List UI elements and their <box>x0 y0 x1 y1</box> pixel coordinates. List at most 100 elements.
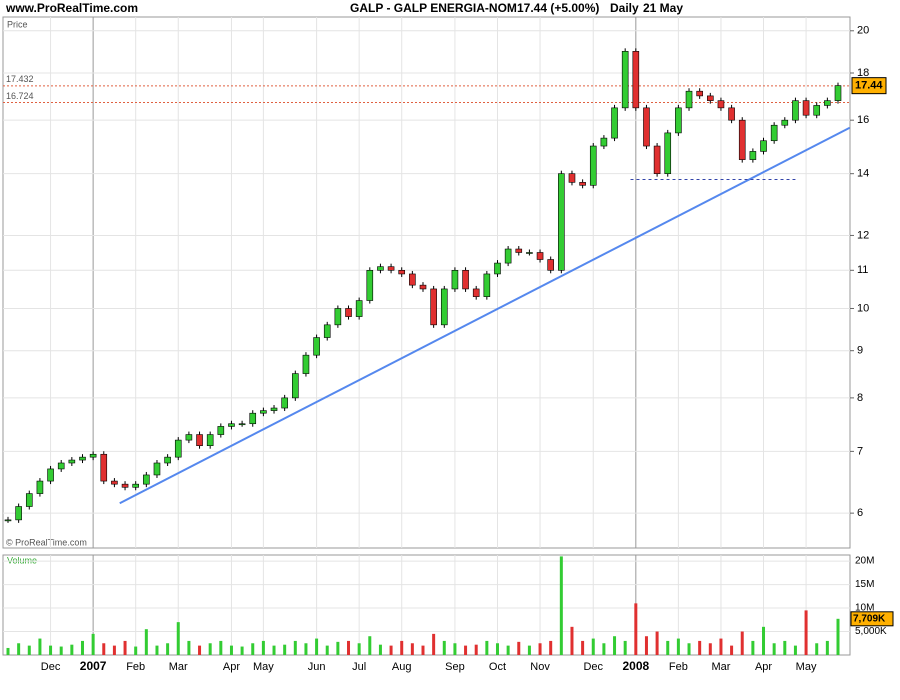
candle <box>611 107 618 139</box>
candle <box>387 266 395 271</box>
candle <box>4 519 12 522</box>
volume-bar <box>559 556 563 655</box>
candle <box>824 100 831 106</box>
volume-bar <box>655 631 659 655</box>
volume-bar <box>80 640 84 655</box>
volume-bar <box>229 645 233 655</box>
y-tick-label: 10 <box>857 302 869 314</box>
volume-bar <box>815 643 819 655</box>
volume-bar <box>591 638 595 655</box>
volume-bar <box>634 603 638 655</box>
candle <box>813 105 821 116</box>
volume-label: Volume <box>7 555 37 565</box>
candle <box>196 434 203 446</box>
x-tick-label: Feb <box>126 661 145 673</box>
volume-bar <box>389 645 393 655</box>
volume-bar <box>134 646 138 655</box>
x-tick-label: Apr <box>755 661 772 673</box>
candle <box>398 269 406 275</box>
candle <box>419 284 427 290</box>
volume-bar <box>676 638 680 655</box>
value-label-box <box>850 611 894 627</box>
candle <box>355 300 363 317</box>
candle <box>132 483 139 488</box>
volume-bar <box>570 626 574 655</box>
candle <box>685 90 693 109</box>
y-tick-label: 14 <box>857 168 869 180</box>
candle <box>164 456 171 464</box>
x-tick-label: Jun <box>308 661 326 673</box>
volume-bar <box>432 633 436 655</box>
chart-subtitle: 17.44 (+5.00%) <box>517 1 599 15</box>
candle <box>536 252 544 260</box>
volume-bar <box>166 643 170 655</box>
site-link[interactable]: www.ProRealTime.com <box>5 1 138 15</box>
trend-line <box>119 126 851 505</box>
volume-bar <box>836 618 840 655</box>
candle <box>472 288 480 297</box>
candle <box>334 308 342 326</box>
volume-bar <box>687 643 691 655</box>
volume-bar <box>325 645 329 655</box>
x-tick-label: Dec <box>583 661 603 673</box>
volume-bar <box>613 636 617 655</box>
candle <box>462 269 469 290</box>
volume-bar <box>123 640 127 655</box>
candle <box>589 145 597 186</box>
candle <box>366 269 374 301</box>
candle <box>483 273 491 297</box>
y-tick-label: 6 <box>857 507 863 519</box>
candle <box>313 337 320 356</box>
candle <box>430 288 437 326</box>
candle <box>249 412 257 425</box>
volume-bar <box>144 629 148 655</box>
price-panel <box>2 16 851 549</box>
volume-bar <box>825 640 829 655</box>
candle <box>834 85 842 101</box>
volume-bar <box>49 645 53 655</box>
volume-bar <box>261 640 265 655</box>
candle <box>100 453 108 482</box>
candle <box>738 119 746 160</box>
volume-bar <box>347 640 351 655</box>
volume-bar <box>538 643 542 655</box>
volume-bar <box>581 640 585 655</box>
candle <box>281 397 288 409</box>
candle <box>579 182 586 186</box>
volume-bar <box>730 645 734 655</box>
y-tick-label: 10M <box>855 603 874 614</box>
candle <box>781 119 789 126</box>
volume-bar <box>368 636 372 655</box>
candle <box>377 266 384 271</box>
volume-bar <box>442 640 446 655</box>
volume-bar <box>357 643 361 655</box>
y-tick-label: 7 <box>857 445 863 457</box>
candle <box>36 480 44 494</box>
candle <box>717 100 725 109</box>
value-label: 7,709K <box>853 613 886 624</box>
volume-bar <box>240 646 244 655</box>
candle <box>526 252 533 254</box>
candle <box>25 493 33 507</box>
candle <box>121 483 129 488</box>
period: Daily <box>610 1 639 15</box>
x-tick-label: Feb <box>669 661 688 673</box>
candle <box>504 248 512 264</box>
candle <box>143 474 150 485</box>
volume-bar <box>400 640 404 655</box>
volume-bar <box>772 643 776 655</box>
watermark: © ProRealTime.com <box>6 537 87 547</box>
candle <box>292 373 299 399</box>
candle <box>728 107 735 121</box>
volume-bar <box>783 640 787 655</box>
y-tick-label: 9 <box>857 345 863 357</box>
candle <box>632 51 640 109</box>
candle <box>323 324 331 338</box>
candle <box>68 459 76 464</box>
y-tick-label: 11 <box>857 264 868 276</box>
x-tick-label: Dec <box>41 661 61 673</box>
volume-bar <box>751 640 755 655</box>
candle <box>707 95 714 101</box>
volume-bar <box>219 640 223 655</box>
